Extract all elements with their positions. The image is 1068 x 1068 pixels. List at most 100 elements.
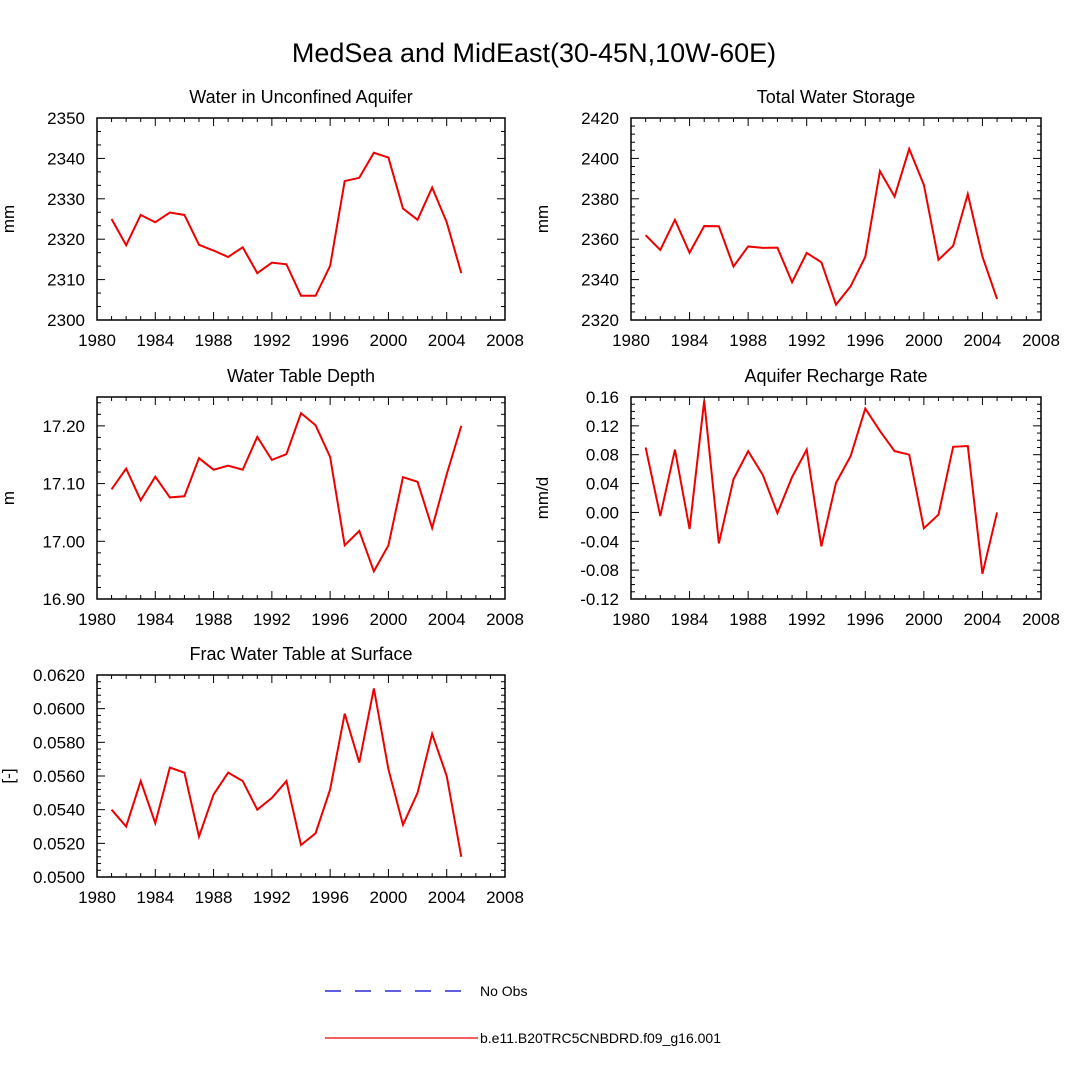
x-tick-label: 2008 [486, 610, 524, 629]
x-tick-label: 2000 [370, 331, 408, 350]
x-tick-label: 1996 [846, 610, 884, 629]
panel-title: Frac Water Table at Surface [189, 644, 412, 664]
x-tick-label: 1984 [136, 888, 174, 907]
y-tick-label: 2340 [581, 271, 619, 290]
legend-obs-label: No Obs [480, 983, 527, 999]
series-line [110, 411, 463, 574]
x-tick-label: 1980 [612, 610, 650, 629]
x-tick-label: 2008 [486, 331, 524, 350]
x-tick-label: 1980 [612, 331, 650, 350]
x-tick-label: 2004 [428, 610, 466, 629]
panel-title: Total Water Storage [757, 87, 915, 107]
y-tick-label: 2300 [47, 311, 85, 330]
x-tick-label: 1992 [788, 610, 826, 629]
y-tick-label: 2340 [47, 149, 85, 168]
y-tick-label: 2400 [581, 149, 619, 168]
y-tick-label: 2360 [581, 230, 619, 249]
y-tick-label: 2320 [581, 311, 619, 330]
x-tick-label: 1996 [846, 331, 884, 350]
x-tick-label: 2004 [428, 888, 466, 907]
y-axis-label: m [0, 491, 18, 505]
y-tick-label: 2420 [581, 109, 619, 128]
chart-panel-3: Water Table Depth m 1980 1984 1988 1992 1996 20… [0, 366, 524, 629]
y-tick-label: 0.0540 [33, 801, 85, 820]
y-tick-label: 0.0620 [33, 666, 85, 685]
y-tick-label: 17.20 [42, 417, 85, 436]
y-axis-label: mm/d [533, 477, 552, 520]
y-tick-label: 2380 [581, 190, 619, 209]
x-tick-label: 1984 [671, 331, 709, 350]
panel-title: Aquifer Recharge Rate [744, 366, 927, 386]
x-tick-label: 1992 [253, 331, 291, 350]
x-tick-label: 2000 [370, 610, 408, 629]
x-tick-label: 2000 [905, 331, 943, 350]
y-tick-label: 2330 [47, 190, 85, 209]
series-line [110, 151, 463, 297]
x-tick-label: 1980 [78, 331, 116, 350]
y-tick-label: 16.90 [42, 590, 85, 609]
y-tick-label: 17.00 [42, 532, 85, 551]
y-axis-label: mm [533, 205, 552, 233]
x-tick-label: 2008 [1022, 610, 1060, 629]
x-tick-label: 1996 [311, 888, 349, 907]
y-axis-label: mm [0, 205, 18, 233]
x-tick-label: 2004 [428, 331, 466, 350]
y-tick-label: 0.0580 [33, 733, 85, 752]
y-tick-label: 0.04 [586, 475, 619, 494]
y-tick-label: -0.04 [580, 532, 619, 551]
legend-model-label: b.e11.B20TRC5CNBDRD.f09_g16.001 [480, 1030, 721, 1046]
x-tick-label: 2000 [370, 888, 408, 907]
plot-frame [96, 396, 506, 600]
x-tick-label: 2004 [964, 610, 1002, 629]
x-tick-label: 1996 [311, 610, 349, 629]
panel-title: Water in Unconfined Aquifer [189, 87, 412, 107]
y-tick-label: 0.0600 [33, 700, 85, 719]
panel-title: Water Table Depth [227, 366, 375, 386]
x-tick-label: 1984 [671, 610, 709, 629]
y-tick-label: 0.0560 [33, 767, 85, 786]
y-tick-label: -0.12 [580, 590, 619, 609]
y-tick-label: 2320 [47, 230, 85, 249]
y-tick-label: 0.16 [586, 388, 619, 407]
chart-panel-5: Frac Water Table at Surface [-] 1980 1984 19… [0, 644, 524, 907]
x-tick-label: 2008 [1022, 331, 1060, 350]
x-tick-label: 1988 [195, 888, 233, 907]
y-tick-label: -0.08 [580, 561, 619, 580]
y-tick-label: 17.10 [42, 475, 85, 494]
x-tick-label: 2000 [905, 610, 943, 629]
figure-title: MedSea and MidEast(30-45N,10W-60E) [292, 38, 776, 68]
chart-panel-2: Total Water Storage mm 1980 1984 1988 1992 199… [533, 87, 1060, 350]
chart-panel-4: Aquifer Recharge Rate mm/d 1980 1984 1988 199… [533, 366, 1060, 629]
chart-panel-1: Water in Unconfined Aquifer mm 1980 1984 198… [0, 87, 524, 350]
x-tick-label: 2004 [964, 331, 1002, 350]
y-tick-label: 0.08 [586, 446, 619, 465]
x-tick-label: 1988 [195, 331, 233, 350]
plot-frame [96, 674, 506, 878]
x-tick-label: 1980 [78, 888, 116, 907]
x-tick-label: 2008 [486, 888, 524, 907]
series-line [644, 145, 999, 307]
x-tick-label: 1984 [136, 331, 174, 350]
x-tick-label: 1992 [253, 610, 291, 629]
x-tick-label: 1980 [78, 610, 116, 629]
y-axis-label: [-] [0, 768, 18, 783]
chart-panels: Water in Unconfined Aquifer mm 1980 1984 198… [0, 87, 1060, 907]
series-line [644, 400, 999, 574]
y-tick-label: 2310 [47, 271, 85, 290]
x-tick-label: 1988 [729, 331, 767, 350]
plot-frame [96, 117, 506, 321]
x-tick-label: 1992 [788, 331, 826, 350]
x-tick-label: 1984 [136, 610, 174, 629]
x-tick-label: 1992 [253, 888, 291, 907]
y-tick-label: 2350 [47, 109, 85, 128]
x-tick-label: 1996 [311, 331, 349, 350]
y-tick-label: 0.0500 [33, 868, 85, 887]
legend: No Obs b.e11.B20TRC5CNBDRD.f09_g16.001 [325, 983, 721, 1046]
x-tick-label: 1988 [195, 610, 233, 629]
plot-frame [630, 117, 1042, 321]
y-tick-label: 0.00 [586, 503, 619, 522]
y-tick-label: 0.0520 [33, 834, 85, 853]
x-tick-label: 1988 [729, 610, 767, 629]
series-line [110, 688, 463, 857]
